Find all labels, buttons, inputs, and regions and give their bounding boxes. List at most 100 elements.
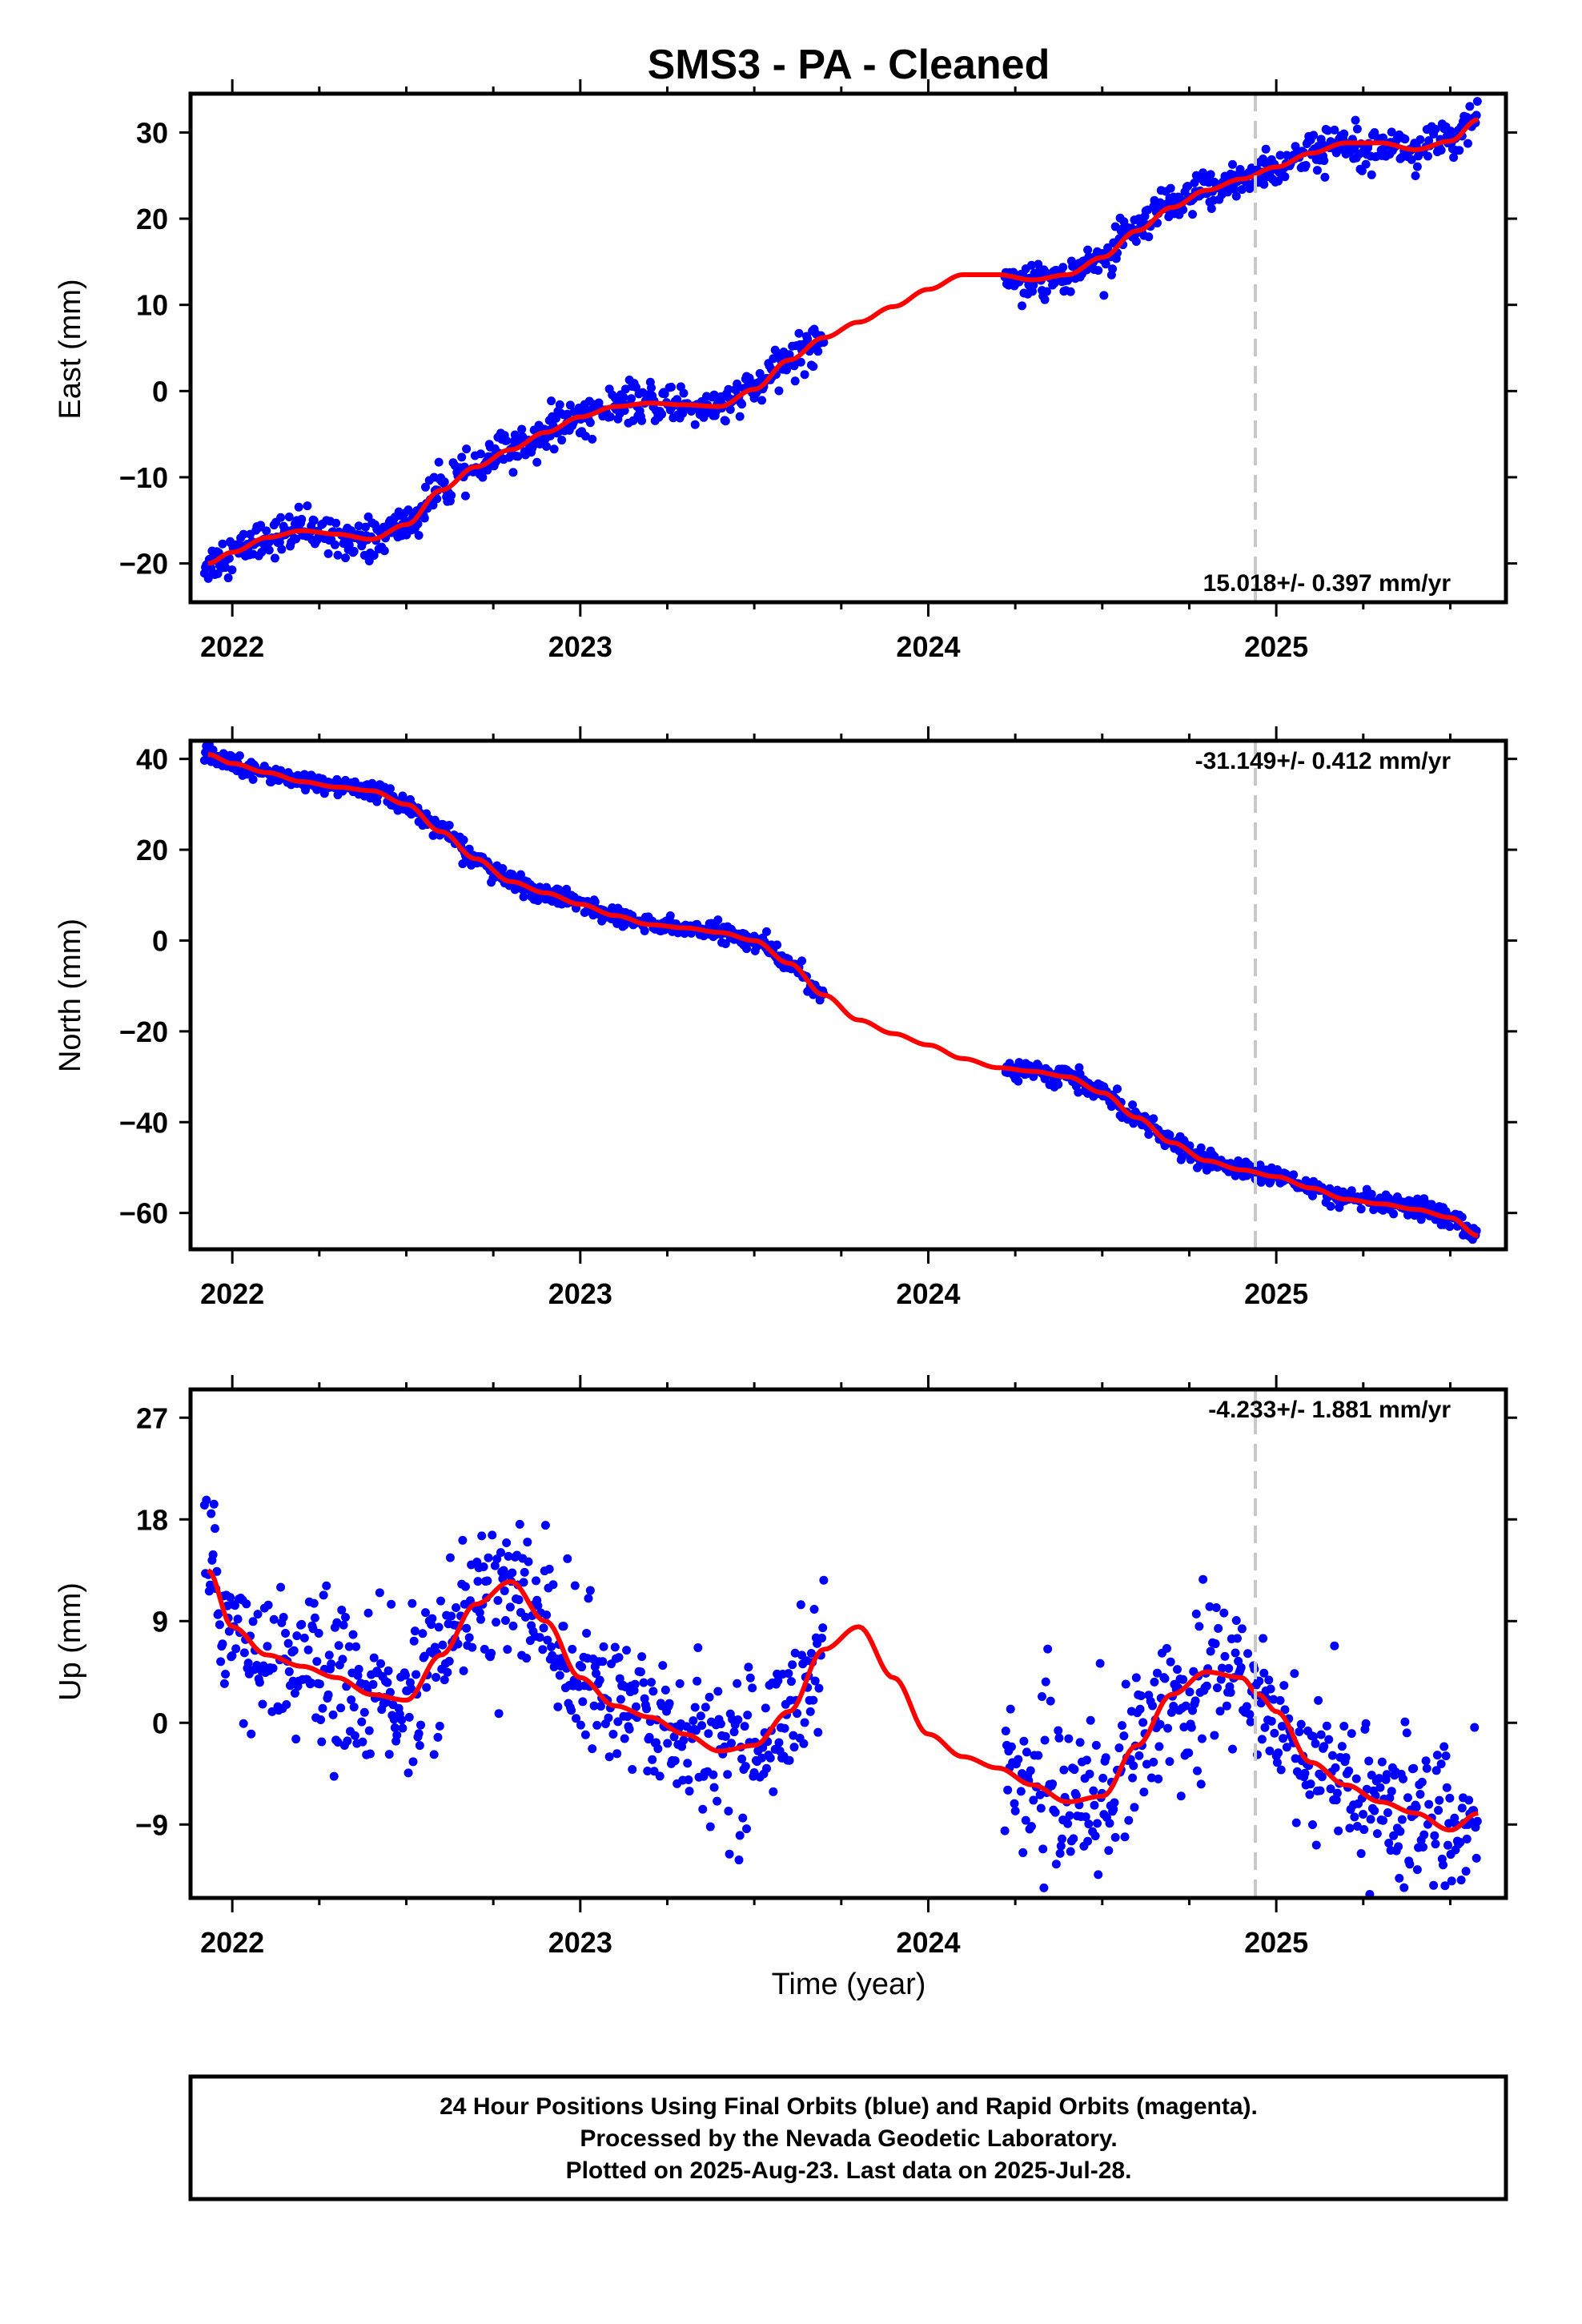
up-data-point [239,1648,249,1658]
east-data-point [333,550,343,560]
east-data-point [1231,191,1241,201]
up-data-point [1316,1730,1326,1739]
east-data-point [508,468,518,477]
east-data-point [555,400,564,409]
up-data-point [1202,1681,1211,1691]
east-data-point [565,400,575,410]
up-data-point [704,1729,713,1739]
up-data-point [1138,1718,1148,1727]
up-data-point [1305,1790,1315,1799]
up-data-point [1260,1723,1270,1732]
east-data-point [1094,266,1103,275]
up-y-tick-label: 27 [136,1401,168,1434]
up-data-point [738,1813,748,1823]
up-data-point [1394,1842,1403,1852]
up-data-point [773,1676,783,1686]
up-data-point [637,1652,647,1662]
north-y-tick-label: 0 [152,924,168,957]
up-data-point [723,1770,733,1779]
up-data-point [1295,1727,1304,1737]
east-x-tick-label: 2025 [1244,630,1308,663]
up-data-point [1216,1675,1226,1684]
up-data-point [774,1738,784,1747]
east-data-point [813,347,823,356]
up-data-point [1352,1822,1362,1831]
up-data-point [805,1707,815,1716]
east-data-point [291,534,301,544]
east-data-point [647,383,656,392]
up-data-point [698,1804,708,1814]
up-data-point [643,1766,652,1775]
up-data-point [1197,1734,1207,1743]
up-y-tick-label: 0 [152,1707,168,1739]
east-data-point [1230,184,1239,194]
up-data-point [1101,1753,1110,1763]
east-data-point [414,531,424,541]
up-data-point [1231,1648,1240,1658]
east-data-point [785,350,794,360]
north-data-point [1356,1204,1366,1214]
north-data-point [385,784,395,794]
up-plot-frame [188,1387,1508,1900]
up-data-point [705,1822,715,1831]
up-data-point [1344,1766,1354,1775]
up-data-point [737,1754,747,1763]
east-data-point [476,449,485,459]
up-data-point [1124,1815,1134,1825]
up-data-point [1110,1832,1120,1842]
up-data-point [1411,1803,1421,1812]
north-data-point [713,915,723,925]
up-data-point [1226,1687,1235,1697]
up-data-point [647,1678,656,1687]
up-data-point [543,1635,552,1645]
up-data-point [1217,1663,1227,1673]
up-data-point [347,1695,356,1705]
east-data-point [221,563,231,573]
up-data-point [572,1714,580,1723]
up-data-point [553,1702,563,1711]
up-data-point [1232,1634,1242,1643]
up-rate-label: -4.233+/- 1.881 mm/yr [1208,1397,1451,1423]
up-x-tick-label: 2022 [200,1926,264,1959]
up-data-point [1359,1825,1369,1835]
up-data-point [1409,1763,1419,1773]
east-data-point [432,494,442,504]
up-data-point [1195,1622,1204,1631]
east-data-point [1400,135,1410,144]
up-data-point [1279,1681,1289,1691]
up-data-point [1387,1787,1396,1796]
up-data-point [1464,1795,1474,1805]
up-data-point [1206,1647,1215,1656]
up-data-point [1211,1639,1220,1649]
north-data-point [640,926,649,935]
up-data-point [1365,1889,1375,1898]
up-data-point [354,1664,363,1674]
east-data-point [1357,166,1367,175]
east-data-point [1259,179,1269,189]
up-data-point [357,1717,367,1727]
east-data-point [341,553,351,563]
east-plot-frame [188,91,1508,605]
up-data-point [508,1621,518,1630]
up-data-point [1237,1624,1247,1634]
up-data-point [428,1614,437,1623]
up-data-point [1026,1766,1035,1775]
up-data-point [1026,1822,1036,1831]
up-data-point [1280,1705,1290,1715]
up-x-tick-label: 2025 [1244,1926,1308,1959]
up-data-point [492,1618,501,1627]
up-data-point [1119,1731,1129,1741]
up-data-point [314,1629,323,1638]
up-data-point [1117,1721,1126,1731]
up-data-point [1242,1702,1251,1711]
north-gridless-area: −60 −40 −20 0 20 40 2022 2023 2024 2025 [119,726,1517,1310]
up-data-point [252,1661,262,1671]
up-data-point [239,1719,248,1728]
east-data-point [588,434,597,444]
east-data-point [1099,291,1109,300]
up-data-point [1064,1734,1074,1743]
east-data-point [1361,159,1371,169]
up-data-point [1036,1803,1046,1813]
up-data-point [1436,1759,1446,1769]
